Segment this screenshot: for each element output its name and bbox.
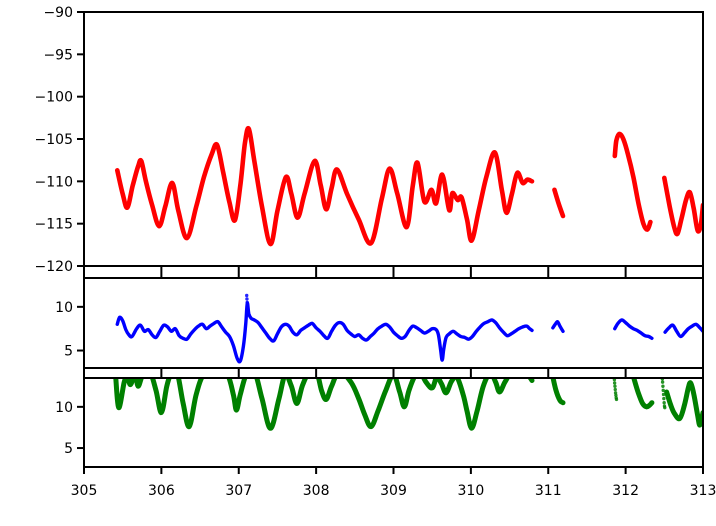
svg-text:312: 312: [612, 483, 639, 499]
y-ticks-focal: −90 −95 −100 −105 −110 −115 −120: [35, 5, 84, 275]
svg-text:−95: −95: [43, 47, 73, 63]
svg-text:−115: −115: [35, 217, 73, 233]
svg-text:313: 313: [690, 483, 716, 499]
svg-text:5: 5: [64, 441, 73, 457]
svg-text:10: 10: [55, 300, 73, 316]
y-ticks-crat: 10 5: [55, 300, 84, 360]
svg-text:306: 306: [148, 483, 175, 499]
svg-text:−110: −110: [35, 174, 73, 190]
svg-text:309: 309: [380, 483, 407, 499]
x-ticks: 305 306 307 308 309 310 311 312 313: [71, 266, 716, 499]
svg-text:−90: −90: [43, 5, 73, 21]
series-crbt: [113, 378, 703, 431]
svg-text:5: 5: [64, 344, 73, 360]
svg-text:311: 311: [535, 483, 562, 499]
svg-text:308: 308: [303, 483, 330, 499]
svg-text:−105: −105: [35, 132, 73, 148]
series-crat: [115, 293, 703, 364]
svg-text:307: 307: [225, 483, 252, 499]
svg-text:310: 310: [458, 483, 485, 499]
svg-text:−120: −120: [35, 259, 73, 275]
svg-text:−100: −100: [35, 90, 73, 106]
series-focal: [114, 125, 703, 247]
y-ticks-crbt: 10 5: [55, 400, 84, 457]
svg-text:305: 305: [71, 483, 98, 499]
svg-text:10: 10: [55, 400, 73, 416]
